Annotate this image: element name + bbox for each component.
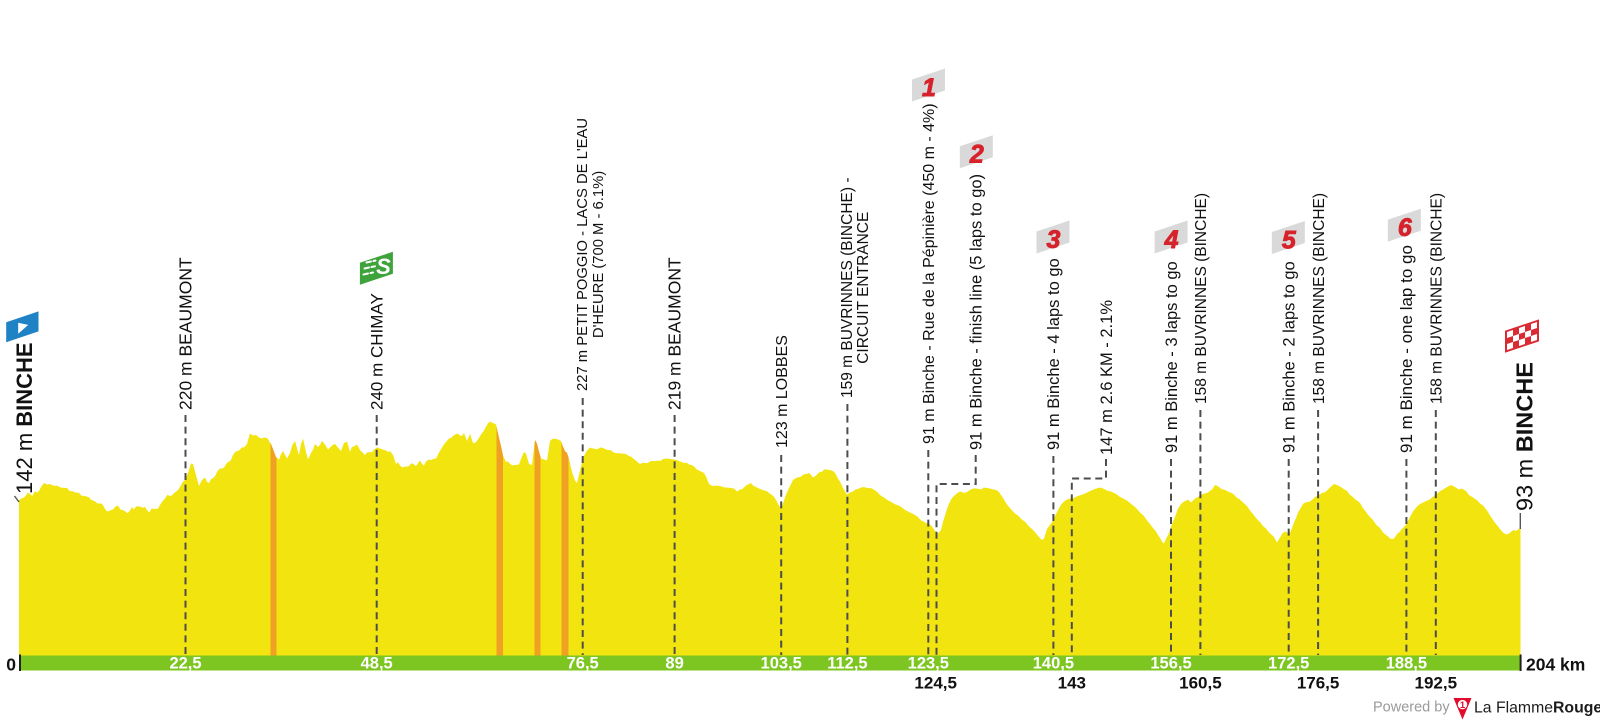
svg-text:123,5: 123,5: [908, 655, 949, 673]
svg-text:188,5: 188,5: [1386, 655, 1427, 673]
svg-text:142 m BINCHE: 142 m BINCHE: [12, 342, 37, 494]
svg-text:176,5: 176,5: [1297, 674, 1340, 693]
svg-text:147 m 2.6 KM - 2.1%: 147 m 2.6 KM - 2.1%: [1098, 300, 1116, 455]
svg-text:93 m BINCHE: 93 m BINCHE: [1512, 362, 1538, 511]
svg-text:220 m BEAUMONT: 220 m BEAUMONT: [175, 257, 195, 410]
svg-text:91 m Binche - Rue de la Pépini: 91 m Binche - Rue de la Pépinière (450 m…: [921, 103, 938, 444]
svg-text:219 m BEAUMONT: 219 m BEAUMONT: [664, 257, 684, 410]
svg-text:124,5: 124,5: [914, 674, 957, 693]
svg-text:160,5: 160,5: [1179, 674, 1222, 693]
svg-text:3: 3: [1047, 226, 1061, 254]
svg-text:227 m PETIT POGGIO - LACS DE L: 227 m PETIT POGGIO - LACS DE L'EAU: [575, 118, 591, 391]
svg-text:CIRCUIT ENTRANCE: CIRCUIT ENTRANCE: [855, 212, 872, 364]
svg-text:91 m Binche - one lap to go: 91 m Binche - one lap to go: [1397, 245, 1416, 453]
svg-text:4: 4: [1164, 226, 1179, 254]
svg-text:204 km: 204 km: [1526, 655, 1585, 675]
svg-text:140,5: 140,5: [1033, 655, 1074, 673]
svg-text:89: 89: [665, 655, 683, 673]
svg-text:91 m Binche - 2 laps to go: 91 m Binche - 2 laps to go: [1281, 261, 1299, 453]
svg-text:172,5: 172,5: [1268, 655, 1309, 673]
svg-text:91 m Binche - 3 laps to go: 91 m Binche - 3 laps to go: [1163, 261, 1181, 453]
svg-text:159 m BUVRINNES (BINCHE) -: 159 m BUVRINNES (BINCHE) -: [839, 178, 856, 398]
svg-text:D'HEURE (700 M - 6.1%): D'HEURE (700 M - 6.1%): [591, 171, 607, 338]
svg-text:123 m LOBBES: 123 m LOBBES: [774, 335, 791, 448]
svg-text:5: 5: [1282, 227, 1297, 255]
svg-text:1: 1: [922, 74, 936, 102]
svg-text:La FlammeRouge: La FlammeRouge: [1474, 700, 1600, 717]
svg-text:48,5: 48,5: [361, 655, 393, 673]
svg-text:112,5: 112,5: [827, 655, 867, 673]
svg-text:S: S: [376, 254, 391, 279]
svg-text:103,5: 103,5: [761, 655, 802, 673]
svg-text:91 m Binche - finish line (5 l: 91 m Binche - finish line (5 laps to go): [968, 174, 986, 450]
svg-text:240 m CHIMAY: 240 m CHIMAY: [368, 293, 387, 410]
svg-text:158 m BUVRINNES (BINCHE): 158 m BUVRINNES (BINCHE): [1193, 193, 1210, 404]
svg-text:158 m BUVRINNES (BINCHE): 158 m BUVRINNES (BINCHE): [1429, 193, 1446, 404]
svg-text:22,5: 22,5: [169, 655, 201, 673]
svg-text:1: 1: [1460, 700, 1466, 711]
svg-text:Powered by: Powered by: [1373, 700, 1450, 716]
svg-text:6: 6: [1398, 214, 1413, 242]
svg-text:2: 2: [969, 141, 984, 169]
svg-text:76,5: 76,5: [567, 655, 599, 673]
svg-text:158 m BUVRINNES (BINCHE): 158 m BUVRINNES (BINCHE): [1311, 193, 1328, 404]
svg-text:192,5: 192,5: [1415, 674, 1458, 693]
svg-text:0: 0: [6, 655, 16, 675]
svg-text:156,5: 156,5: [1150, 655, 1191, 673]
svg-text:91 m Binche - 4 laps to go: 91 m Binche - 4 laps to go: [1045, 258, 1063, 450]
svg-text:143: 143: [1058, 674, 1086, 693]
